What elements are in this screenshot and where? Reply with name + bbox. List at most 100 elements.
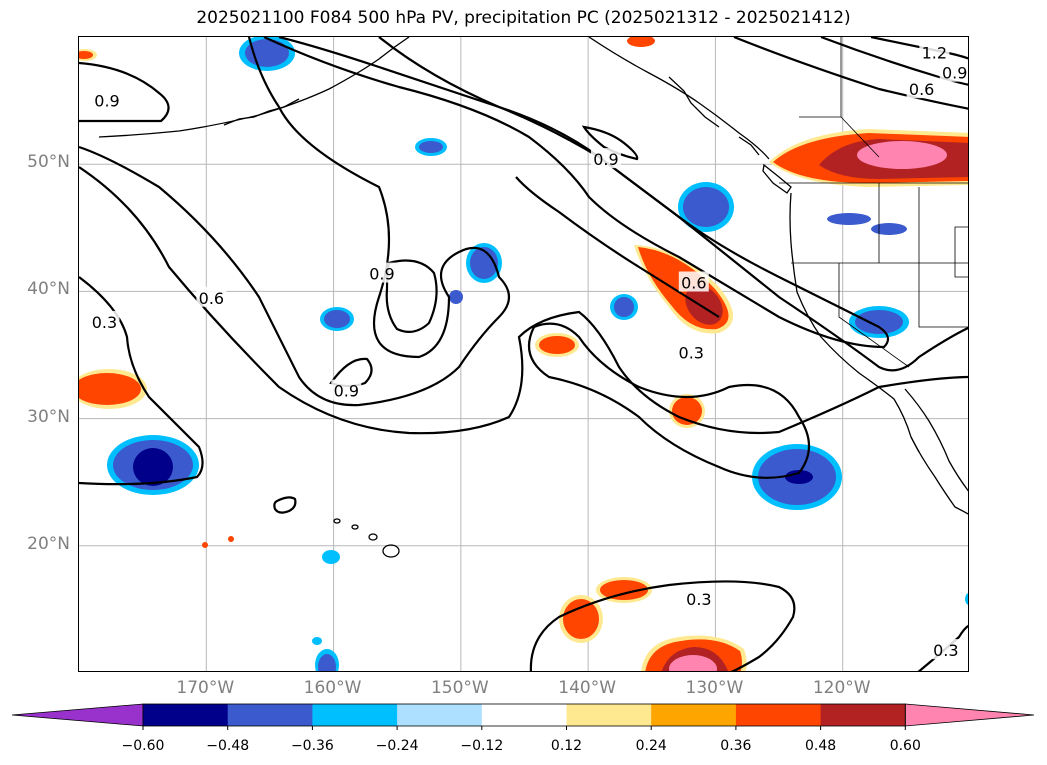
longitude-label: 120°W: [812, 678, 871, 698]
contour-label: 0.6: [199, 289, 224, 308]
precip-blob: [312, 637, 322, 645]
precip-blob: [419, 141, 443, 153]
colorbar-segment: [397, 704, 483, 726]
colorbar-tick-label: 0.60: [889, 738, 921, 754]
contour-label: 0.3: [679, 343, 704, 362]
precip-blob: [79, 51, 93, 59]
contour-label-background: [678, 271, 709, 292]
map-panel: 1.2 0.9 0.6 0.9 0.9 0.9 0.6 0.6 0.3 0.3 0.9 0.3 0.3: [78, 36, 969, 672]
border-state: [838, 263, 910, 368]
pv-contour-0.6-ne: [515, 176, 720, 318]
contour-label: 0.6: [909, 80, 934, 99]
contour-label-background: [906, 78, 937, 99]
pv-contour-0.3-central: [378, 37, 968, 372]
precip-blob: [202, 542, 208, 548]
colorbar-extend-high: [904, 703, 1035, 727]
contour-labels: 1.2 0.9 0.6 0.9 0.9 0.9 0.6 0.6 0.3 0.3 0.9 0.3 0.3: [89, 41, 968, 660]
colorbar-segment: [227, 704, 313, 726]
hawaii-maui: [368, 533, 378, 541]
contour-label-background: [366, 262, 397, 283]
contour-label: 1.2: [922, 43, 947, 62]
border-state: [799, 116, 880, 158]
contour-label: 0.3: [92, 313, 117, 332]
precip-negative-areas: [107, 37, 968, 671]
pv-contour-0.9-inner: [385, 259, 438, 334]
hawaii-kauai: [333, 518, 341, 524]
longitude-label: 130°W: [685, 678, 744, 698]
precip-blob: [133, 448, 173, 486]
pv-contour-0.3-se: [917, 624, 968, 671]
contour-label: 0.9: [334, 382, 359, 401]
precip-blob: [539, 336, 575, 354]
contour-label: 0.9: [593, 150, 618, 169]
hawaii-big-island: [382, 544, 400, 558]
precip-blob: [827, 213, 871, 225]
contour-label-background: [92, 89, 123, 110]
contour-label-background: [676, 341, 707, 362]
alaska-peninsula: [223, 98, 300, 126]
precip-blob: [563, 599, 599, 639]
colorbar-segment: [566, 704, 652, 726]
precip-blob: [965, 593, 968, 605]
pv-contour-top-right-0.6: [733, 37, 968, 110]
precip-blob: [785, 470, 813, 484]
contour-label-background: [930, 639, 961, 660]
colorbar-tick-label: 0.36: [720, 738, 752, 754]
gulf-alaska-coast: [588, 37, 770, 160]
precip-blob: [228, 536, 234, 542]
map-title: 2025021100 F084 500 hPa PV, precipitatio…: [196, 8, 851, 28]
pv-contours: [79, 37, 968, 671]
precip-blob: [855, 310, 903, 334]
contour-label: 0.3: [933, 641, 958, 660]
contour-label-background: [196, 286, 227, 307]
border-state: [954, 226, 968, 278]
latitude-label: 40°N: [27, 279, 70, 300]
colorbar-segment: [651, 704, 737, 726]
pv-contour-0.3-south: [529, 580, 796, 671]
colorbar-tick-label: 0.48: [805, 738, 837, 754]
latitude-label: 20°N: [27, 533, 70, 554]
precip-blob: [449, 290, 463, 304]
colorbar-tick-label: −0.36: [290, 738, 334, 754]
precip-blob: [79, 373, 141, 405]
border-state: [918, 187, 968, 328]
colorbar-tick-label: 0.12: [550, 738, 583, 754]
pv-contour-0.3-west: [79, 276, 204, 486]
contour-label-background: [89, 310, 120, 331]
contour-label: 0.9: [94, 92, 119, 111]
contour-label-background: [683, 588, 714, 609]
pv-contour-0.3-small: [273, 496, 297, 514]
vancouver-island: [762, 163, 792, 194]
contour-label-background: [939, 61, 968, 82]
colorbar-tick-label: −0.24: [375, 738, 419, 754]
pv-contour-0.3-south-loop: [527, 322, 810, 479]
contour-label: 0.6: [681, 273, 706, 292]
contour-label: 0.3: [686, 590, 711, 609]
colorbar-tick-label: −0.12: [460, 738, 504, 754]
precip-positive-areas: [79, 37, 968, 671]
contour-label-background: [590, 148, 621, 169]
colorbar-extend-low: [11, 703, 144, 727]
longitude-label: 140°W: [558, 678, 617, 698]
pv-contour-0.9-central: [581, 125, 639, 161]
colorbar: [11, 703, 1035, 730]
pv-contour-0.9-west: [79, 61, 170, 123]
colorbar-tick-label: −0.60: [121, 738, 165, 754]
precip-blob: [600, 580, 648, 600]
precip-blob: [470, 247, 498, 279]
precip-blob: [322, 550, 340, 564]
baja-inner-coast: [904, 388, 968, 492]
gridlines: [79, 37, 968, 671]
hawaii-oahu: [351, 524, 359, 530]
pv-contour-top-right-0.9: [820, 37, 968, 86]
longitude-label: 170°W: [176, 678, 235, 698]
pv-contour-0.6-north: [263, 37, 890, 349]
colorbar-segment: [143, 704, 229, 726]
contour-label: 0.9: [942, 64, 967, 83]
longitude-label: 160°W: [303, 678, 362, 698]
colorbar-segments: [11, 703, 1035, 730]
colorbar-segment: [735, 704, 822, 726]
colorbar-segment: [481, 704, 567, 726]
mexico-mainland-coast: [910, 436, 920, 453]
colorbar-tick-label: 0.24: [635, 738, 667, 754]
